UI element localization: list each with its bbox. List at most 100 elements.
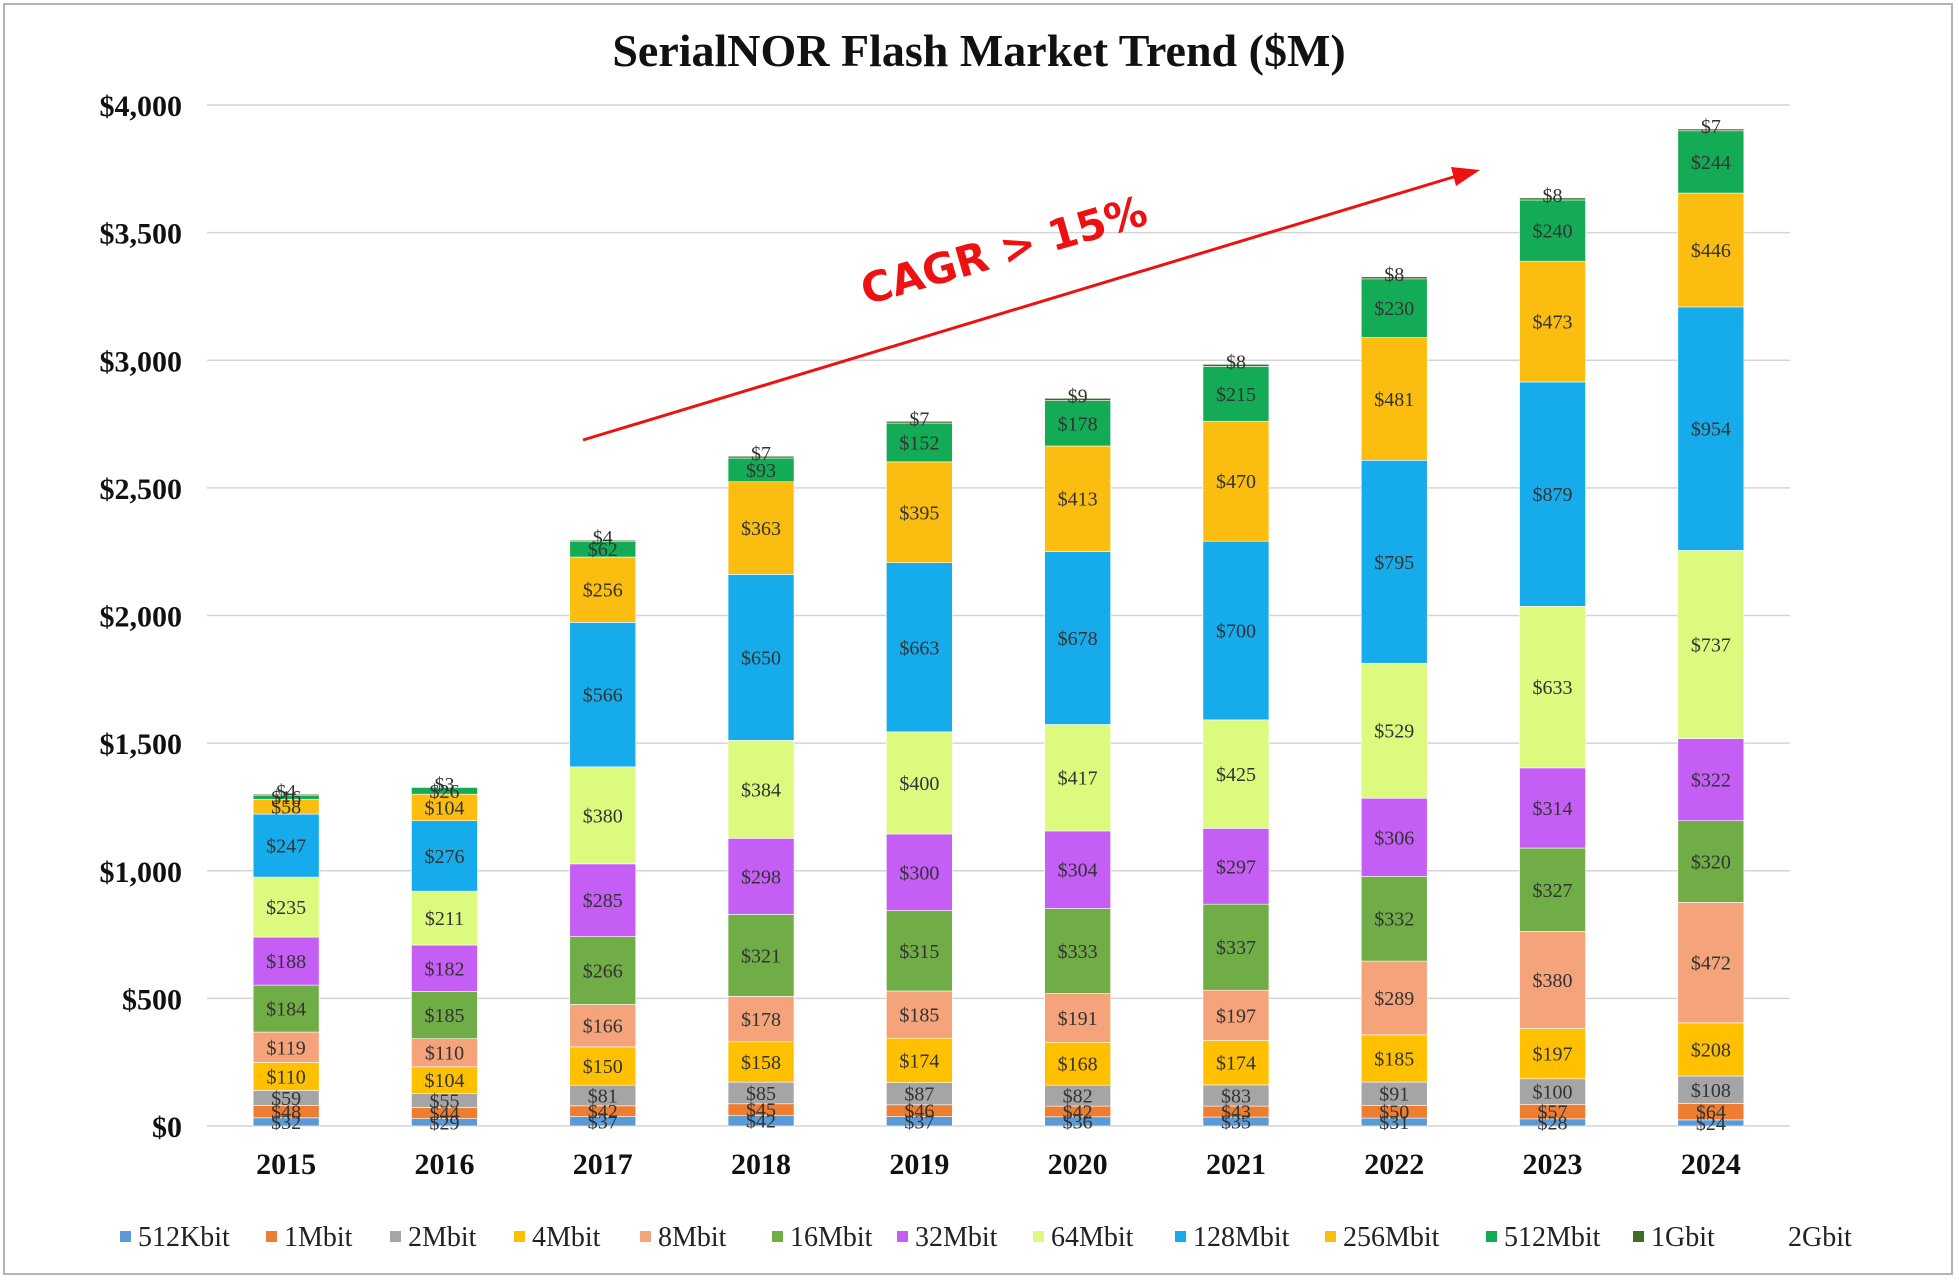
- y-tick-label: $3,000: [100, 345, 183, 378]
- bar-segment: [1360, 337, 1428, 461]
- data-label: $395: [899, 502, 939, 524]
- bar-segment: [886, 422, 953, 463]
- data-label: $83: [1221, 1085, 1251, 1107]
- data-label: $42: [746, 1111, 776, 1133]
- bar-segment: [727, 740, 795, 839]
- legend-label: 128Mbit: [1193, 1222, 1290, 1253]
- data-label: $8: [1384, 264, 1404, 286]
- data-label: $208: [1691, 1039, 1731, 1061]
- cagr-trend-arrow-line: [582, 173, 1461, 442]
- data-label: $473: [1533, 312, 1573, 334]
- data-label: $31: [1379, 1112, 1409, 1134]
- bar-segment: [1677, 738, 1745, 822]
- data-label: $50: [1379, 1102, 1409, 1124]
- legend-swatch: [1486, 1231, 1497, 1242]
- bar-segment: [1044, 397, 1111, 401]
- data-label: $297: [1216, 856, 1256, 878]
- data-label: $55: [429, 1090, 459, 1112]
- legend-item-256Mbit: 256Mbit: [1325, 1222, 1440, 1253]
- cagr-label: CAGR > 15%: [855, 186, 1152, 314]
- x-tick-label: 2024: [1681, 1148, 1741, 1181]
- y-axis: $0 $500 $1,000 $1,500 $2,000 $2,500 $3,000 $3,5…: [100, 90, 183, 1144]
- bar-segment: [1044, 993, 1111, 1043]
- bar-segment: [1360, 876, 1428, 962]
- bar-segment: [727, 838, 795, 915]
- data-label: $300: [899, 862, 939, 884]
- bar-segment: [886, 562, 953, 733]
- data-label: $244: [1691, 152, 1731, 174]
- data-label: $42: [588, 1101, 618, 1123]
- legend-label: 2Mbit: [408, 1222, 477, 1253]
- x-tick-label: 2019: [889, 1148, 949, 1181]
- legend-label: 1Gbit: [1651, 1222, 1715, 1253]
- bar-segment: [1677, 192, 1745, 308]
- data-label: $91: [1379, 1084, 1409, 1106]
- y-tick-label: $1,000: [100, 856, 183, 889]
- data-label: $119: [267, 1037, 306, 1059]
- legend-swatch: [772, 1231, 783, 1242]
- data-label: $36: [1063, 1111, 1093, 1133]
- data-label: $650: [741, 647, 781, 669]
- bar-stack-2020: $36$42$82 $168 $191 $333 $304 $417 $678 $413 $17…: [1044, 385, 1111, 1133]
- data-label: $795: [1374, 552, 1414, 574]
- bar-segment: [1677, 128, 1745, 132]
- bar-segment: [569, 766, 637, 865]
- bar-segment: [1677, 1022, 1745, 1077]
- legend-item-2Mbit: 2Mbit: [390, 1222, 477, 1253]
- bar-stack-2019: $37$46$87 $174 $185 $315 $300 $400 $663 $395 $15…: [886, 408, 953, 1133]
- legend-item-4Mbit: 4Mbit: [514, 1222, 601, 1253]
- bar-segment: [1519, 847, 1586, 932]
- legend-item-1Gbit: 1Gbit: [1633, 1222, 1715, 1253]
- data-label: $46: [904, 1101, 934, 1123]
- bar-stack-2023: $28$57$100 $197 $380 $327 $314 $633 $879 $473 $2…: [1519, 185, 1586, 1134]
- bar-stack-2021: $35$43$83 $174 $197 $337 $297 $425 $700 $470 $21…: [1202, 351, 1270, 1134]
- bar-segment: [886, 833, 953, 911]
- bar-stack-2022: $31$50$91 $185 $289 $332 $306 $529 $795 $481 $23…: [1360, 264, 1428, 1134]
- data-label: $247: [266, 836, 306, 858]
- bar-segment: [411, 944, 478, 992]
- bar-segment: [1044, 1041, 1111, 1086]
- bar-segment: [1677, 902, 1745, 1024]
- legend-label: 512Mbit: [1504, 1222, 1601, 1253]
- data-label: $110: [425, 1043, 464, 1065]
- data-label: $400: [899, 773, 939, 795]
- data-label: $954: [1691, 419, 1731, 441]
- data-label: $566: [583, 685, 623, 707]
- bar-segment: [1202, 420, 1270, 542]
- data-label: $110: [267, 1066, 306, 1088]
- data-label: $152: [899, 432, 939, 454]
- data-label: $100: [1533, 1082, 1573, 1104]
- legend-swatch: [1325, 1231, 1336, 1242]
- legend-label: 256Mbit: [1343, 1222, 1440, 1253]
- data-label: $327: [1533, 880, 1573, 902]
- data-label: $191: [1058, 1008, 1098, 1030]
- cagr-annotation: CAGR > 15%: [582, 167, 1480, 442]
- data-label: $633: [1533, 677, 1573, 699]
- bar-segment: [1202, 989, 1270, 1041]
- bar-segment: [252, 793, 320, 796]
- x-tick-label: 2015: [256, 1148, 316, 1181]
- bar-segment: [1044, 400, 1111, 447]
- data-label: $178: [741, 1009, 781, 1031]
- x-tick-label: 2017: [573, 1148, 633, 1181]
- data-label: $178: [1058, 413, 1098, 435]
- data-label: $158: [741, 1052, 781, 1074]
- bar-segment: [1519, 199, 1586, 262]
- data-label: $230: [1374, 298, 1414, 320]
- data-label: $314: [1533, 798, 1573, 820]
- bar-segment: [1519, 381, 1586, 607]
- bar-segment: [1677, 1075, 1745, 1104]
- legend-item-2Gbit: 2Gbit: [1788, 1222, 1852, 1253]
- data-label: $81: [588, 1085, 618, 1107]
- data-label: $7: [751, 443, 771, 465]
- legend-item-32Mbit: 32Mbit: [897, 1222, 998, 1253]
- data-label: $44: [429, 1103, 459, 1125]
- data-label: $3: [434, 774, 454, 796]
- data-label: $256: [583, 580, 623, 602]
- bar-segment: [886, 461, 953, 563]
- bar-segment: [886, 420, 953, 424]
- bar-segment: [886, 731, 953, 835]
- data-label: $322: [1691, 770, 1731, 792]
- data-label: $470: [1216, 471, 1256, 493]
- data-label: $4: [593, 527, 613, 549]
